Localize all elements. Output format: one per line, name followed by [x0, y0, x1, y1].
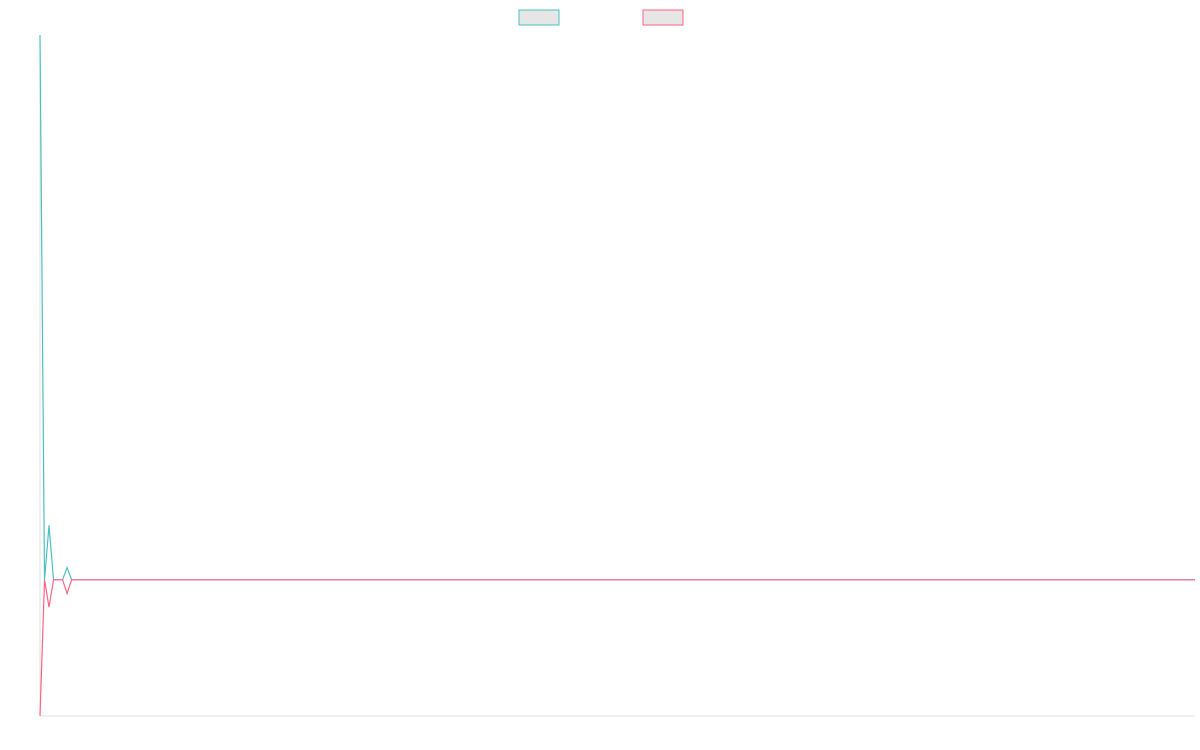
- series-line: [39, 579, 1195, 717]
- legend-swatch: [518, 9, 560, 26]
- series-line: [39, 34, 1195, 581]
- legend-swatch: [642, 9, 684, 26]
